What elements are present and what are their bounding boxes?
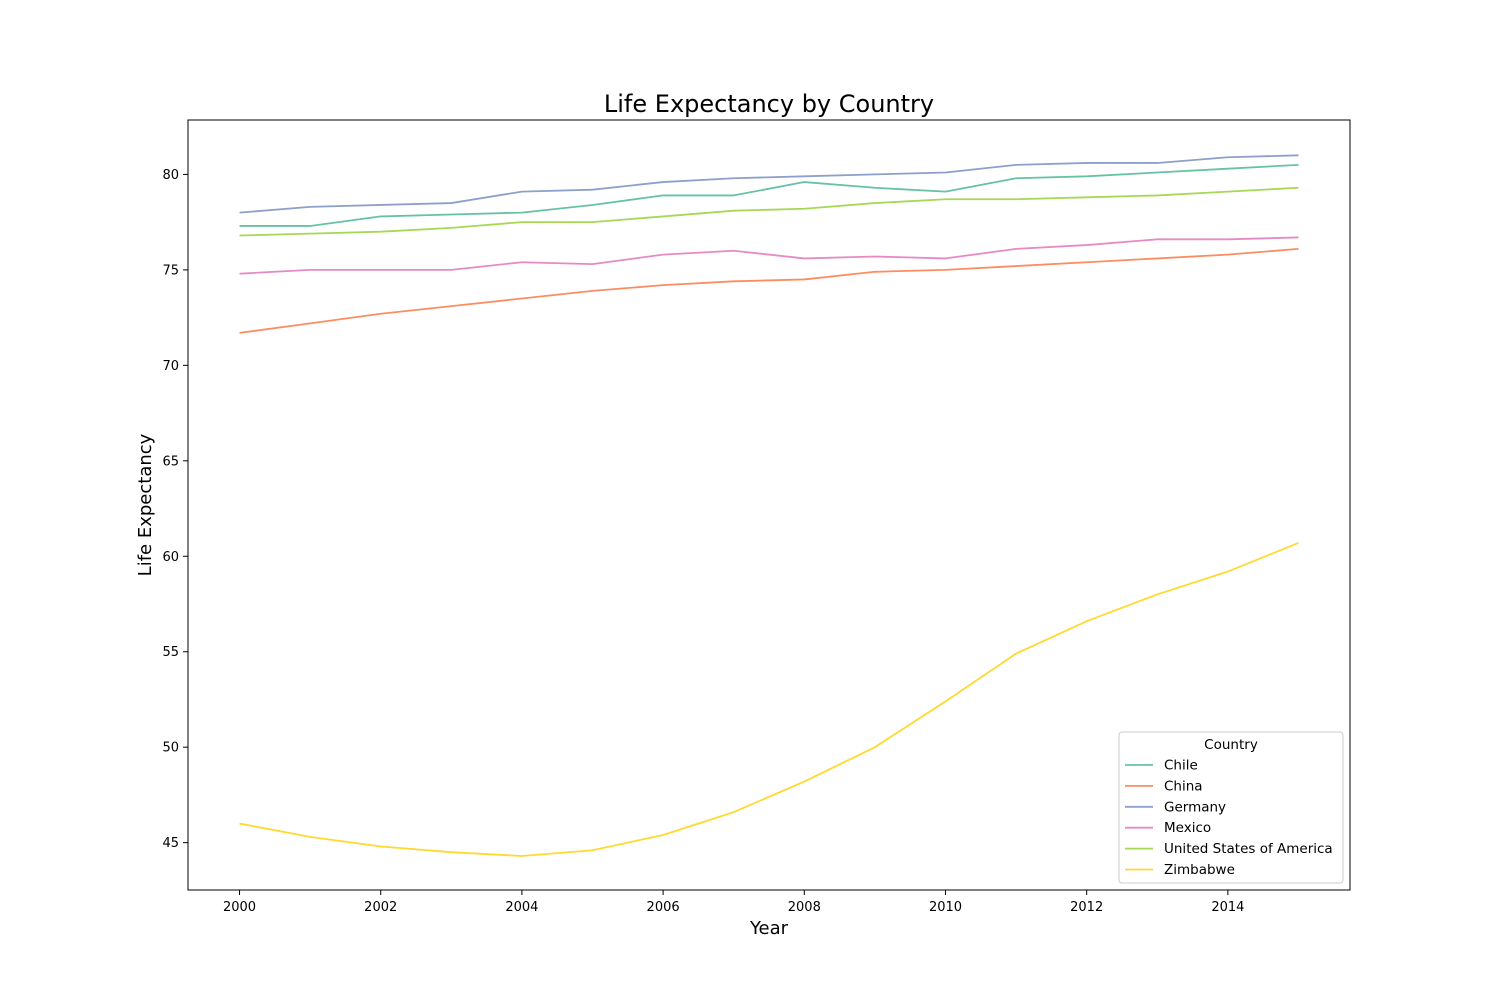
plot-frame [187, 119, 1351, 891]
x-axis: 2000 2002 2004 2006 2008 2010 2012 2014 [223, 890, 1244, 915]
y-tick-label: 80 [162, 168, 179, 183]
y-tick-label: 70 [162, 359, 179, 374]
legend-label-united-states-of-america: United States of America [1164, 841, 1333, 857]
legend-box [1118, 731, 1344, 884]
y-tick-label: 65 [162, 454, 179, 469]
legend-label-china: China [1164, 778, 1203, 794]
legend-label-zimbabwe: Zimbabwe [1164, 862, 1235, 878]
series-lines [239, 154, 1299, 857]
series-line-chile [239, 163, 1299, 227]
x-axis-title: Year [749, 918, 789, 939]
legend-label-chile: Chile [1164, 758, 1198, 774]
y-axis: 45 50 55 60 65 70 75 80 [162, 168, 188, 851]
legend-label-mexico: Mexico [1164, 820, 1211, 836]
series-line-germany [239, 154, 1299, 214]
legend: Country Chile China Germany Mexico United St… [1118, 731, 1344, 884]
series-line-china [239, 247, 1299, 334]
x-tick-label: 2008 [788, 900, 821, 915]
y-axis-title: Life Expectancy [135, 433, 156, 576]
x-tick-label: 2006 [647, 900, 680, 915]
legend-title: Country [1204, 737, 1258, 753]
x-tick-label: 2000 [223, 900, 256, 915]
chart-title: Life Expectancy by Country [604, 90, 934, 118]
series-line-united-states-of-america [239, 186, 1299, 237]
y-tick-label: 75 [162, 263, 179, 278]
series-line-zimbabwe [239, 542, 1299, 857]
y-tick-label: 50 [162, 741, 179, 756]
x-tick-label: 2012 [1070, 900, 1103, 915]
y-tick-label: 60 [162, 550, 179, 565]
y-tick-label: 55 [162, 645, 179, 660]
x-tick-label: 2002 [364, 900, 397, 915]
x-tick-label: 2014 [1211, 900, 1244, 915]
series-line-mexico [239, 236, 1299, 275]
y-tick-label: 45 [162, 836, 179, 851]
legend-label-germany: Germany [1164, 799, 1226, 815]
x-tick-label: 2010 [929, 900, 962, 915]
x-tick-label: 2004 [505, 900, 538, 915]
